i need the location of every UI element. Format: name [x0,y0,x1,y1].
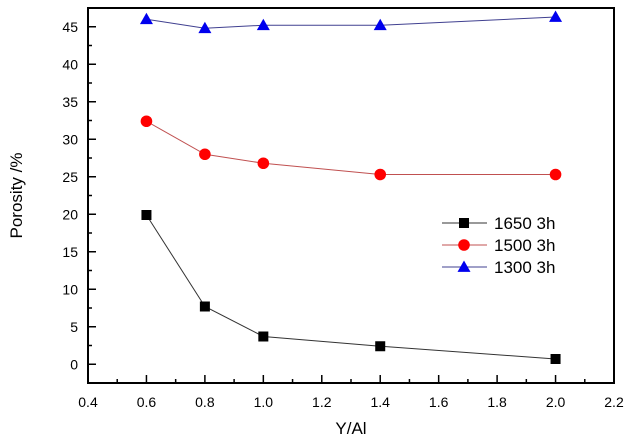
data-point-triangle [139,12,153,25]
legend-marker-square [459,218,469,228]
data-point-circle [374,168,387,181]
series-line-1 [146,120,556,175]
x-tick-label: 0.8 [195,394,215,410]
legend-label: 1300 3h [494,258,555,277]
plot-frame [87,7,615,384]
y-axis-title: Porosity /% [7,153,26,239]
x-tick-label: 2.2 [604,394,624,410]
data-point-circle [140,115,153,128]
series-line-2 [146,16,556,29]
x-tick-label: 1.0 [254,394,274,410]
y-tick-label: 25 [62,169,78,185]
y-tick-label: 45 [62,19,78,35]
data-point-triangle [256,18,270,31]
x-axis-title: Y/Al [335,419,366,438]
y-tick-label: 40 [62,56,78,72]
data-point-triangle [549,10,563,22]
data-point-circle [549,168,562,181]
y-tick-label: 20 [62,206,78,222]
x-tick-label: 1.4 [370,394,390,410]
x-tick-label: 1.8 [487,394,507,410]
y-tick-label: 0 [70,356,78,372]
x-tick-label: 0.4 [78,394,98,410]
legend-marker-triangle [457,260,471,272]
series-markers [139,10,563,364]
legend-marker-circle [458,239,470,251]
data-point-square [550,354,561,364]
x-tick-label: 2.0 [546,394,566,410]
data-point-square [375,341,386,352]
legend: 1650 3h 1500 3h 1300 3h [442,214,555,277]
data-point-triangle [373,18,387,31]
legend-item: 1650 3h [442,214,555,233]
x-tick-label: 0.6 [137,394,157,410]
data-point-square [258,331,269,342]
data-point-square [199,301,210,312]
legend-item: 1500 3h [442,236,555,255]
legend-label: 1500 3h [494,236,555,255]
x-tick-label: 1.6 [429,394,449,410]
y-tick-label: 35 [62,94,78,110]
legend-label: 1650 3h [494,214,555,233]
legend-item: 1300 3h [442,258,555,277]
y-tick-label: 10 [62,281,78,297]
y-tick-label: 5 [70,319,78,335]
data-point-circle [257,157,270,170]
data-point-triangle [198,21,212,34]
data-point-circle [199,148,211,161]
data-point-square [141,210,152,220]
axis-ticks: 0.4 0.6 0.8 1.0 1.2 1.4 1.6 1.8 2.0 2.2 0 5 10 15 20 25… [62,7,624,410]
x-tick-label: 1.2 [312,394,332,410]
y-tick-label: 15 [62,244,78,260]
y-tick-label: 30 [62,131,78,147]
